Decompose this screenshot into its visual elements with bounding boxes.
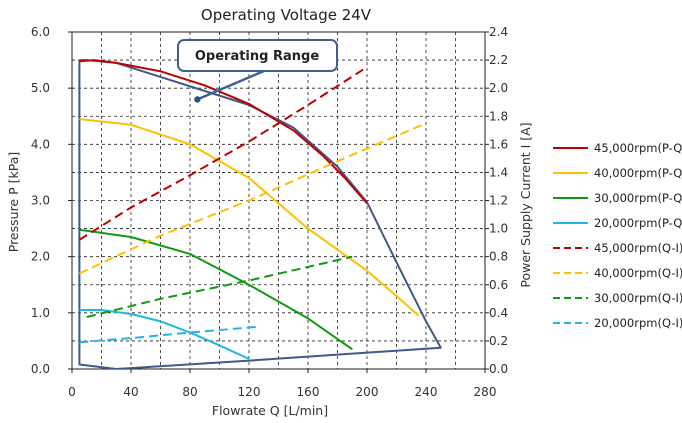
operating-range-region <box>78 59 442 369</box>
operating-range-boundary <box>78 59 442 369</box>
y2-tick-label: 2.0 <box>489 81 508 95</box>
y-tick-label: 2.0 <box>31 250 50 264</box>
series-line <box>79 59 368 204</box>
series-group <box>78 59 427 360</box>
x-tick-label: 240 <box>415 385 438 399</box>
annotation-box <box>177 39 338 72</box>
legend-label: 20,000rpm(Q-I) <box>594 316 682 330</box>
y2-tick-label: 1.8 <box>489 109 508 123</box>
y2-tick-label: 1.0 <box>489 222 508 236</box>
y2-tick-label: 0.8 <box>489 250 508 264</box>
y2-tick-label: 2.2 <box>489 53 508 67</box>
x-tick-label: 160 <box>297 385 320 399</box>
y2-tick-label: 2.4 <box>489 25 508 39</box>
y-tick-label: 3.0 <box>31 194 50 208</box>
y2-tick-label: 1.6 <box>489 137 508 151</box>
annotation-leader-line <box>196 66 273 101</box>
y-tick-label: 5.0 <box>31 81 50 95</box>
y-tick-label: 1.0 <box>31 306 50 320</box>
y-tick-label: 6.0 <box>31 25 50 39</box>
y-tick-label: 4.0 <box>31 137 50 151</box>
y2-tick-label: 0.2 <box>489 334 508 348</box>
legend-label: 30,000rpm(Q-I) <box>594 291 682 305</box>
legend-label: 30,000rpm(P-Q) <box>594 191 682 205</box>
legend-label: 45,000rpm(Q-I) <box>594 241 682 255</box>
series-line <box>79 309 250 360</box>
x-tick-label: 40 <box>123 385 138 399</box>
x-tick-label: 80 <box>182 385 197 399</box>
annotation-point <box>194 96 201 103</box>
y2-tick-label: 0.4 <box>489 306 508 320</box>
operating-range-annotation: Operating Range <box>177 39 338 103</box>
x-tick-label: 0 <box>68 385 76 399</box>
legend-label: 45,000rpm(P-Q) <box>594 141 682 155</box>
x-axis-label: Flowrate Q [L/min] <box>212 403 328 418</box>
series-line <box>79 118 420 317</box>
legend-label: 40,000rpm(Q-I) <box>594 266 682 280</box>
y2-tick-label: 1.2 <box>489 194 508 208</box>
x-tick-label: 200 <box>356 385 379 399</box>
y-axis-ticks: 0.0 1.0 2.0 3.0 4.0 5.0 6.0 <box>31 25 72 376</box>
series-line <box>78 122 427 275</box>
y2-axis-label: Power Supply Current I [A] <box>518 122 533 287</box>
y2-tick-label: 1.4 <box>489 165 508 179</box>
series-line <box>78 66 368 241</box>
legend-label: 40,000rpm(P-Q) <box>594 166 682 180</box>
y-axis-label: Pressure P [kPa] <box>6 152 21 253</box>
x-axis-ticks: 0 40 80 120 160 200 240 280 <box>68 369 496 399</box>
y2-tick-label: 0.0 <box>489 362 508 376</box>
y-tick-label: 0.0 <box>31 362 50 376</box>
series-line <box>79 228 353 351</box>
y2-axis-ticks: 0.0 0.2 0.4 0.6 0.8 1.0 1.2 1.4 1.6 1.8 2.0 2.2 2.4 <box>485 25 508 376</box>
x-tick-label: 280 <box>474 385 497 399</box>
legend: 45,000rpm(P-Q) 40,000rpm(P-Q) 30,000rpm(P-… <box>553 141 682 330</box>
x-tick-label: 120 <box>238 385 261 399</box>
series-line <box>79 325 257 344</box>
annotation-label: Operating Range <box>195 49 319 64</box>
legend-label: 20,000rpm(P-Q) <box>594 216 682 230</box>
chart-title: Operating Voltage 24V <box>201 6 372 24</box>
y2-tick-label: 0.6 <box>489 278 508 292</box>
gridlines <box>72 32 485 369</box>
